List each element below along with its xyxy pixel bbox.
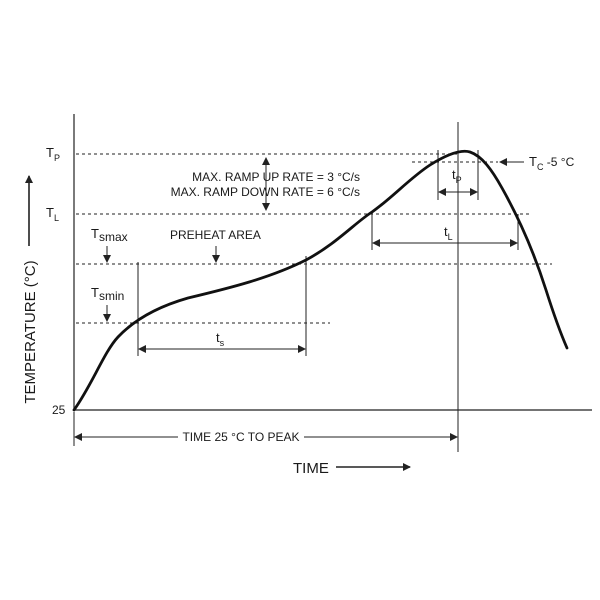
time-to-peak-label-bg xyxy=(178,428,304,444)
tp-duration-label: tP xyxy=(452,167,462,185)
x-axis-title: TIME xyxy=(293,460,329,477)
tp-level-label: TP xyxy=(46,145,60,163)
ramp-up-text: MAX. RAMP UP RATE = 3 °C/s xyxy=(192,170,360,184)
ramp-down-text: MAX. RAMP DOWN RATE = 6 °C/s xyxy=(171,185,360,199)
tsmin-level-label: Tsmin xyxy=(91,285,124,303)
tl-level-label: TL xyxy=(46,205,59,223)
ts-label: ts xyxy=(216,330,225,348)
preheat-area-label: PREHEAT AREA xyxy=(170,228,261,242)
tsmax-level-label: Tsmax xyxy=(91,226,128,244)
y-axis-title: TEMPERATURE (°C) xyxy=(22,260,39,403)
time-to-peak-label: TIME 25 °C TO PEAK xyxy=(182,430,299,444)
base-temp-label: 25 xyxy=(52,403,66,417)
tl-duration-label: tL xyxy=(444,224,453,242)
tc-label: TC -5 °C xyxy=(529,154,575,172)
reflow-profile-curve xyxy=(72,149,569,412)
